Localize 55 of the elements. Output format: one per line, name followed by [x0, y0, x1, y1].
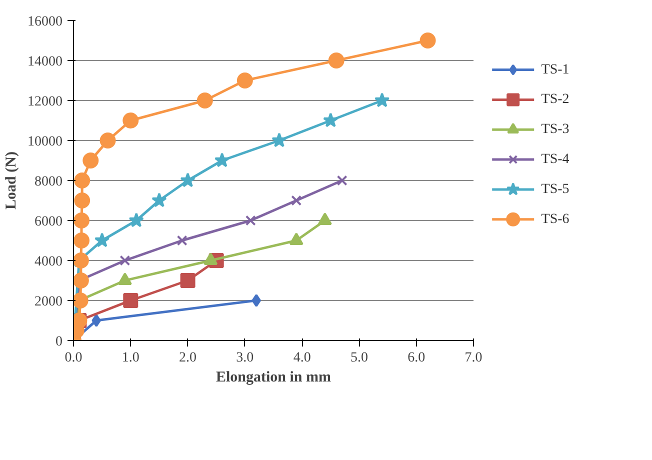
point	[152, 192, 167, 208]
y-tick-label: 6000	[34, 214, 62, 230]
y-tick-label: 0	[56, 334, 62, 350]
point	[74, 192, 90, 208]
y-tick-label: 10000	[28, 134, 62, 150]
point	[74, 232, 90, 248]
x-tick-label: 6.0	[408, 350, 426, 366]
y-tick-label: 16000	[28, 14, 62, 30]
legend-label: TS-3	[541, 122, 570, 138]
point	[74, 292, 88, 308]
x-tick-label: 5.0	[350, 350, 368, 366]
x-tick-label: 4.0	[293, 350, 311, 366]
point	[74, 212, 90, 228]
point	[94, 232, 110, 248]
legend-label: TS-2	[541, 92, 570, 108]
y-tick-label: 2000	[34, 294, 62, 310]
point	[328, 52, 344, 68]
point	[196, 92, 213, 108]
point	[245, 215, 256, 226]
point	[120, 255, 130, 266]
y-tick-label: 12000	[28, 94, 62, 110]
y-axis-title: Load (N)	[4, 152, 20, 210]
point	[252, 294, 262, 307]
legend-label: TS-4	[541, 152, 570, 168]
point	[420, 32, 436, 48]
point	[291, 195, 302, 206]
legend-label: TS-1	[541, 62, 570, 78]
y-tick-label: 4000	[34, 254, 62, 270]
legend-label: TS-6	[541, 212, 570, 227]
point	[322, 112, 338, 128]
y-tick-label: 14000	[28, 54, 62, 70]
point	[123, 293, 138, 308]
x-tick-label: 7.0	[464, 350, 482, 366]
point	[92, 314, 102, 327]
point	[374, 92, 390, 108]
y-tick-label: 8000	[34, 174, 62, 190]
x-tick-label: 3.0	[236, 350, 254, 366]
point	[128, 212, 144, 228]
point	[214, 152, 230, 168]
point	[100, 132, 116, 148]
x-tick-label: 1.0	[122, 350, 140, 366]
point	[180, 172, 196, 188]
point	[74, 172, 90, 188]
point	[336, 175, 348, 186]
point	[122, 112, 139, 128]
x-tick-label: 2.0	[179, 350, 197, 366]
point	[180, 273, 196, 288]
legend-label: TS-5	[541, 182, 570, 197]
point	[176, 235, 188, 246]
point	[74, 272, 89, 288]
point	[82, 152, 99, 168]
point	[236, 72, 253, 88]
x-tick-label: 0.0	[64, 350, 82, 366]
point	[272, 132, 287, 148]
x-axis-title: Elongation in mm	[216, 370, 332, 386]
